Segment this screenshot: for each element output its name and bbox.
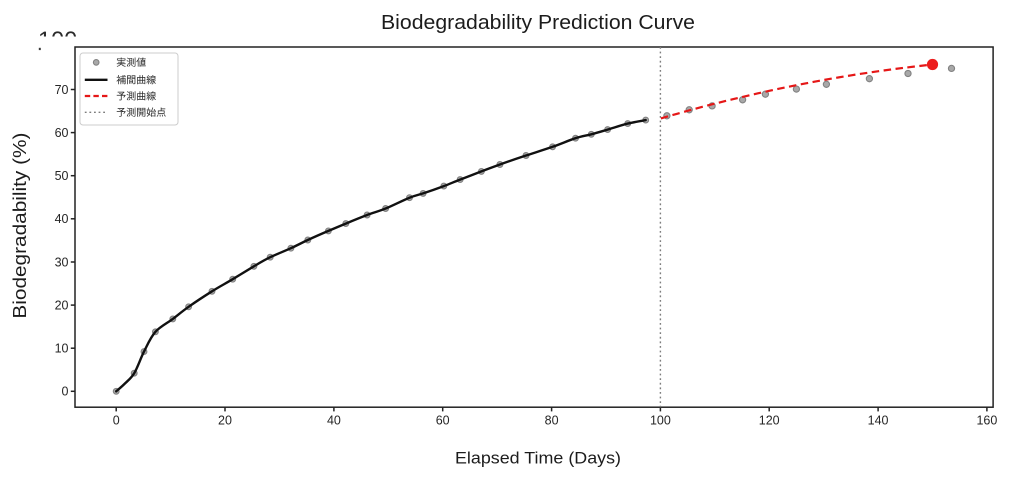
svg-text:Elapsed Time (Days): Elapsed Time (Days)	[455, 450, 621, 468]
svg-text:20: 20	[218, 413, 232, 427]
svg-text:80: 80	[545, 413, 559, 427]
svg-text:40: 40	[327, 413, 341, 427]
svg-text:0: 0	[113, 413, 120, 427]
svg-text:50: 50	[55, 169, 69, 183]
svg-text:60: 60	[436, 413, 450, 427]
svg-text:0: 0	[62, 385, 69, 399]
svg-text:40: 40	[55, 212, 69, 226]
svg-text:160: 160	[976, 413, 997, 427]
svg-text:120: 120	[759, 413, 780, 427]
svg-text:30: 30	[55, 255, 69, 269]
svg-text:10: 10	[55, 342, 69, 356]
svg-text:20: 20	[55, 299, 69, 313]
svg-text:100: 100	[650, 413, 671, 427]
svg-text:Biodegradability Prediction Cu: Biodegradability Prediction Curve	[381, 12, 695, 34]
svg-text:140: 140	[868, 413, 889, 427]
svg-text:Biodegradability (%): Biodegradability (%)	[10, 133, 30, 319]
svg-text:60: 60	[55, 126, 69, 140]
svg-text:70: 70	[55, 83, 69, 97]
